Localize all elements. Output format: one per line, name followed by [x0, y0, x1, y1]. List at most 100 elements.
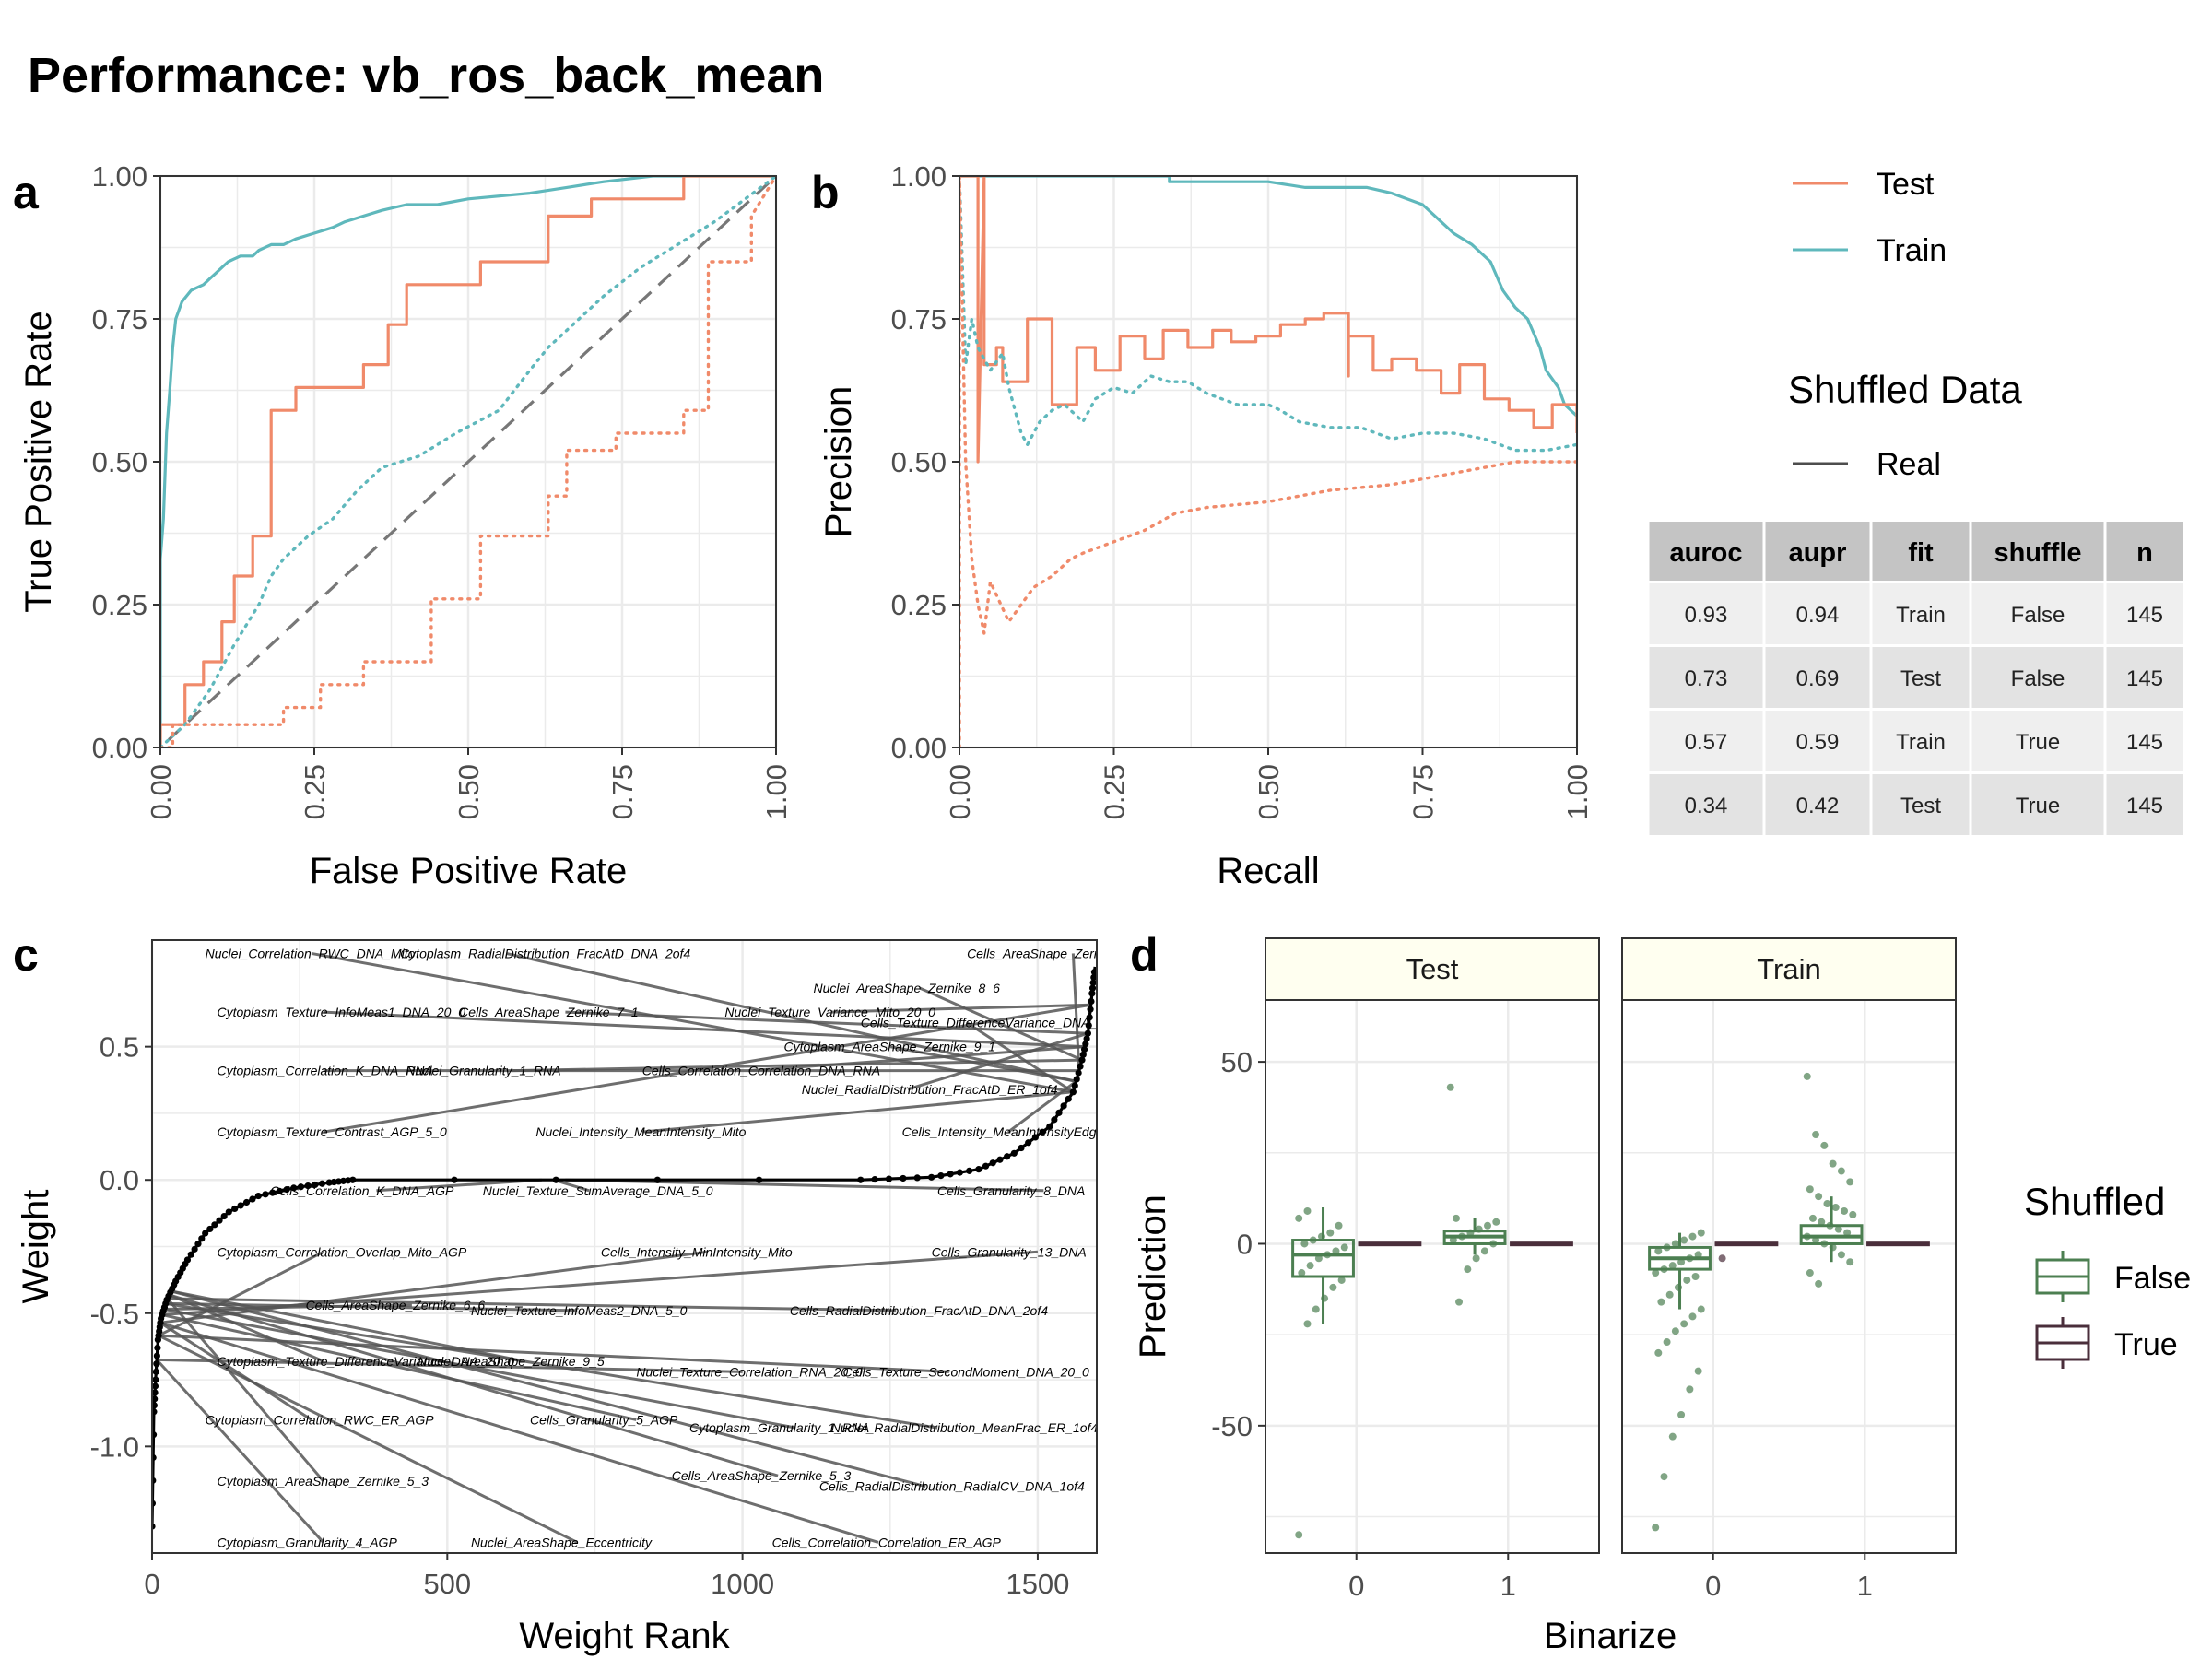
y-tick-label: 0	[1237, 1228, 1253, 1260]
prediction-point	[1680, 1320, 1688, 1328]
prediction-point	[1806, 1185, 1814, 1194]
feature-label: Cells_RadialDistribution_RadialCV_DNA_1o…	[819, 1479, 1085, 1494]
weight-point	[152, 1408, 158, 1416]
weight-point	[283, 1186, 290, 1194]
panel-label-b: b	[811, 167, 840, 218]
prediction-point	[1654, 1247, 1663, 1255]
weight-panel: Nuclei_Correlation_RWC_DNA_Mito Cytoplasm…	[16, 939, 1135, 1656]
table-cell-bg	[1971, 711, 2104, 771]
pr-series-train-shuffled	[959, 176, 1577, 453]
prediction-point	[1683, 1276, 1691, 1284]
y-tick-label: 0.50	[891, 446, 947, 478]
weight-point	[1080, 1045, 1088, 1053]
prediction-point	[1808, 1214, 1817, 1222]
prediction-point	[1665, 1290, 1674, 1299]
feature-label: Cytoplasm_Texture_Contrast_AGP_5_0	[217, 1124, 447, 1139]
weight-point	[1087, 1006, 1094, 1013]
feature-connector-line	[166, 1298, 324, 1482]
feature-label: Cytoplasm_Correlation_Overlap_Mito_AGP	[217, 1244, 466, 1259]
weight-point	[928, 1173, 935, 1181]
y-tick-label: 0.5	[100, 1031, 139, 1064]
prediction-point	[1823, 1200, 1831, 1208]
plot-marks: Nuclei_Correlation_RWC_DNA_Mito Cytoplasm…	[152, 946, 1135, 1549]
table-header-n: n	[2136, 538, 2153, 568]
y-tick-label: 50	[1221, 1046, 1253, 1078]
weight-point	[154, 1344, 161, 1351]
weight-point	[220, 1212, 228, 1220]
table-cell-bg	[1765, 583, 1870, 644]
feature-label: Cytoplasm_Granularity_1_RNA	[689, 1420, 869, 1435]
weight-point	[913, 1174, 921, 1182]
weight-point	[900, 1174, 907, 1182]
prediction-point	[1815, 1279, 1823, 1288]
feature-label: Nuclei_Correlation_RWC_DNA_Mito	[206, 946, 416, 960]
weight-point	[1089, 979, 1097, 986]
weight-point	[1078, 1056, 1086, 1064]
weight-point	[1018, 1144, 1025, 1152]
legend-title-shuffled-data: Shuffled Data	[1788, 368, 2022, 411]
panel-label-c: c	[13, 929, 39, 981]
feature-label: Cells_Granularity_13_DNA	[932, 1244, 1087, 1259]
prediction-point	[1298, 1269, 1306, 1277]
feature-connector-line	[158, 1334, 949, 1373]
table-header-cell	[1971, 522, 2104, 581]
pr-series-test-real	[959, 176, 1577, 464]
prediction-point	[1671, 1327, 1679, 1335]
table-cell-bg	[1872, 711, 1970, 771]
table-cell: Test	[1900, 794, 1941, 818]
y-tick-label: -50	[1211, 1410, 1253, 1442]
weight-point	[937, 1171, 945, 1180]
x-tick-label: 500	[423, 1568, 471, 1600]
table-cell: True	[2016, 730, 2060, 755]
y-tick-label: 0.00	[92, 732, 147, 764]
feature-label: Nuclei_Texture_Correlation_RNA_20_0	[636, 1364, 863, 1379]
prediction-point	[1668, 1262, 1677, 1270]
prediction-point	[1335, 1221, 1343, 1230]
feature-connector-line	[565, 1178, 1044, 1193]
feature-label: Cells_Intensity_MeanIntensityEdge_Mito	[902, 1124, 1135, 1139]
table-cell-bg	[1649, 647, 1763, 708]
feature-label: Nuclei_Intensity_MeanIntensity_Mito	[535, 1124, 746, 1139]
x-tick-label: 0	[1705, 1570, 1721, 1602]
table-cell: 0.59	[1796, 730, 1840, 755]
weight-point	[885, 1175, 893, 1182]
prediction-point	[1303, 1320, 1312, 1328]
feature-connector-line	[512, 1058, 1083, 1073]
table-header-shuffle: shuffle	[1994, 538, 2081, 568]
table-cell-bg	[2106, 647, 2183, 708]
table-cell-bg	[2106, 774, 2183, 835]
table-cell-bg	[1765, 774, 1870, 835]
feature-label: Cells_Texture_SecondMoment_DNA_20_0	[843, 1364, 1089, 1379]
prediction-point	[1818, 1218, 1826, 1226]
weight-point	[1046, 1123, 1053, 1130]
feature-label: Cytoplasm_Texture_InfoMeas1_DNA_20_0	[217, 1005, 465, 1019]
table-cell: 0.42	[1796, 794, 1840, 818]
weight-point	[269, 1189, 276, 1196]
weight-point	[206, 1225, 214, 1233]
figure-title: Performance: vb_ros_back_mean	[28, 48, 824, 103]
roc-series-train-shuffled	[160, 176, 776, 747]
weight-point	[152, 1389, 159, 1396]
x-tick-label: 0.75	[606, 764, 639, 819]
weight-point	[152, 1402, 158, 1409]
feature-label: Nuclei_AreaShape_Zernike_8_6	[814, 981, 1001, 995]
weight-point	[1031, 1134, 1039, 1141]
legend-label-train: Train	[1877, 233, 1947, 268]
y-axis-title: Prediction	[1133, 1194, 1173, 1359]
pr-panel: 0.00 0.25 0.50 0.75 1.00 0.00 0.25 0.50 0.75 1.00…	[818, 160, 1594, 891]
prediction-point	[1841, 1206, 1849, 1215]
legend-label-false: False	[2114, 1261, 2191, 1296]
x-tick-label: 1.00	[760, 764, 793, 819]
weight-point	[198, 1235, 206, 1242]
prediction-point	[1306, 1262, 1314, 1270]
feature-connector-line	[168, 1293, 324, 1363]
feature-label: Cytoplasm_Granularity_4_AGP	[217, 1535, 397, 1549]
pr-series-train-real	[959, 176, 1577, 418]
weight-point	[152, 1453, 157, 1462]
y-axis-title: Precision	[818, 386, 859, 538]
weight-point	[152, 1431, 158, 1439]
feature-connector-line	[641, 1090, 1074, 1134]
y-tick-label: 1.00	[92, 160, 147, 193]
prediction-point	[1300, 1240, 1309, 1248]
